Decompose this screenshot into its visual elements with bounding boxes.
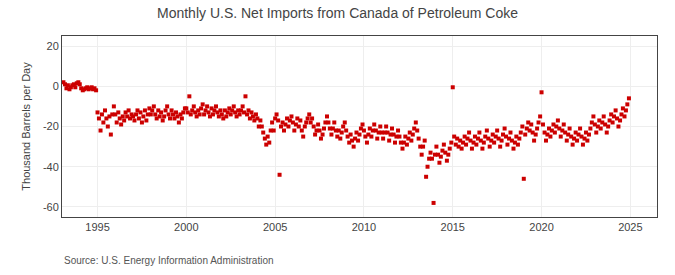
svg-text:Source: U.S. Energy Informatio: Source: U.S. Energy Information Administ… — [64, 255, 274, 266]
svg-text:1995: 1995 — [85, 221, 109, 233]
svg-text:2000: 2000 — [174, 221, 198, 233]
svg-text:0: 0 — [53, 80, 59, 92]
svg-text:-60: -60 — [43, 201, 59, 213]
svg-text:Thousand Barrels per Day: Thousand Barrels per Day — [20, 62, 32, 191]
svg-text:20: 20 — [47, 40, 59, 52]
svg-text:2025: 2025 — [618, 221, 642, 233]
svg-text:2005: 2005 — [263, 221, 287, 233]
svg-text:2020: 2020 — [529, 221, 553, 233]
svg-text:-40: -40 — [43, 161, 59, 173]
svg-text:2010: 2010 — [352, 221, 376, 233]
svg-text:-20: -20 — [43, 120, 59, 132]
svg-text:Monthly U.S. Net Imports from: Monthly U.S. Net Imports from Canada of … — [157, 5, 518, 21]
svg-text:2015: 2015 — [441, 221, 465, 233]
